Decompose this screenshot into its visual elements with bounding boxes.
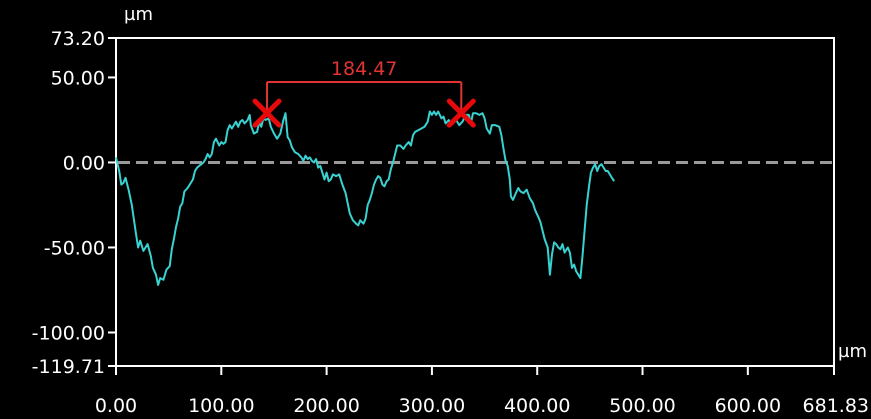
y-tick-label: 0.00 (63, 152, 105, 174)
x-tick-label: 100.00 (188, 395, 254, 417)
y-tick-label: 50.00 (51, 67, 105, 89)
x-tick-label: 400.00 (504, 395, 570, 417)
measure-point-marker (252, 98, 282, 128)
x-tick-label: 500.00 (609, 395, 675, 417)
marker-stroke (252, 98, 282, 128)
y-tick-label: -100.00 (32, 322, 105, 344)
x-axis-unit: µm (838, 341, 867, 362)
marker-stroke (446, 98, 476, 128)
x-tick-label: 681.83 (803, 395, 869, 417)
measure-point-marker (446, 98, 476, 128)
x-tick-label: 0.00 (95, 395, 137, 417)
x-tick-label: 300.00 (399, 395, 465, 417)
x-tick-label: 200.00 (293, 395, 359, 417)
y-tick-label: 73.20 (51, 28, 105, 50)
x-tick-label: 600.00 (715, 395, 781, 417)
y-tick-label: -119.71 (32, 356, 105, 378)
y-axis-unit: µm (124, 4, 153, 25)
measure-distance-label: 184.47 (331, 58, 397, 80)
plot-frame (115, 37, 835, 367)
profile-series-line (115, 110, 615, 286)
y-tick-label: -50.00 (44, 237, 105, 259)
